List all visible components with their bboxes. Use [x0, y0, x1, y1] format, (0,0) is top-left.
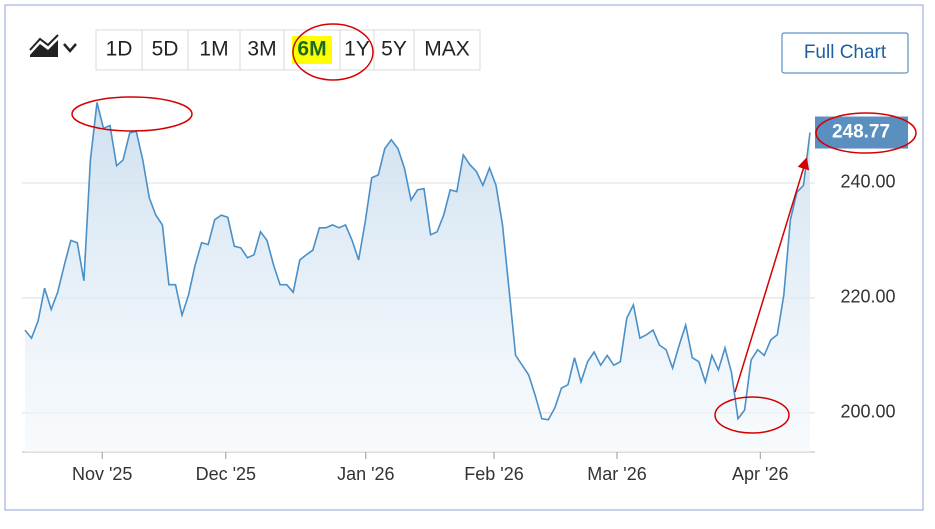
- range-button-label[interactable]: 1M: [199, 38, 228, 61]
- x-tick-label: Nov '25: [72, 464, 132, 484]
- x-tick-label: Jan '26: [337, 464, 394, 484]
- frame: [4, 4, 924, 511]
- full-chart-label[interactable]: Full Chart: [804, 42, 887, 63]
- x-tick-label: Mar '26: [587, 464, 646, 484]
- range-button[interactable]: [141, 29, 189, 71]
- range-button[interactable]: [239, 29, 285, 71]
- x-tick-label: Feb '26: [464, 464, 523, 484]
- range-button-label[interactable]: MAX: [424, 38, 470, 61]
- annotation-ellipse: [71, 96, 193, 132]
- full-chart-button[interactable]: [781, 32, 909, 74]
- range-button-highlight[interactable]: [292, 36, 332, 64]
- last-price-label: 248.77: [832, 122, 890, 143]
- range-button-label[interactable]: 3M: [247, 38, 276, 61]
- y-tick-label: 240.00: [840, 172, 895, 192]
- range-button[interactable]: [339, 29, 375, 71]
- range-button-label[interactable]: 5Y: [381, 38, 407, 61]
- y-tick-label: 220.00: [840, 287, 895, 307]
- range-button-label[interactable]: 1D: [106, 38, 133, 61]
- range-button[interactable]: [95, 29, 143, 71]
- annotation-ellipse: [714, 396, 790, 434]
- range-button-label[interactable]: 1Y: [344, 38, 370, 61]
- range-button-label[interactable]: 5D: [152, 38, 179, 61]
- range-button[interactable]: [373, 29, 415, 71]
- price-line: [24, 102, 811, 421]
- x-tick-label: Apr '26: [732, 464, 788, 484]
- last-price-box: [815, 116, 908, 149]
- y-tick-label: 200.00: [840, 402, 895, 422]
- annotation-ellipse: [292, 23, 374, 81]
- annotation-arrow: [734, 157, 810, 393]
- range-button-label[interactable]: 6M: [297, 38, 326, 61]
- x-tick-label: Dec '25: [196, 464, 256, 484]
- chart-type-icon[interactable]: [29, 34, 77, 57]
- annotation-ellipse: [815, 112, 917, 154]
- area: [25, 102, 810, 452]
- range-button[interactable]: [413, 29, 481, 71]
